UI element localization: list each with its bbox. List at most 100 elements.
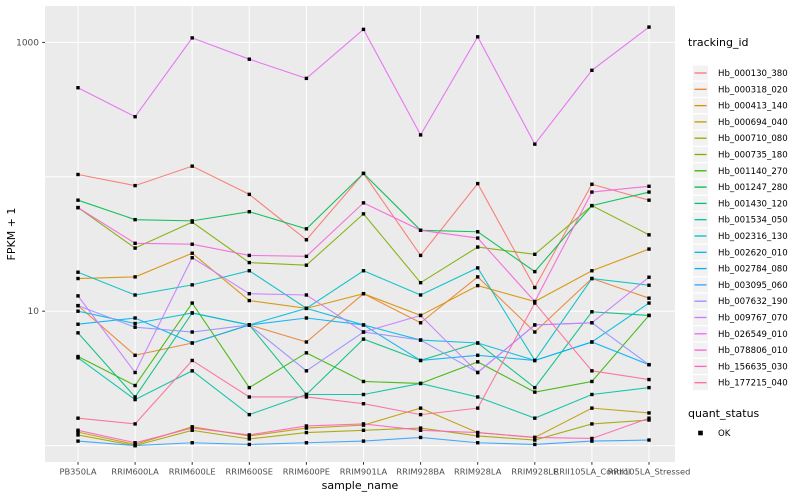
- data-point: [647, 275, 651, 279]
- x-tick-label: RRIM600LE: [169, 467, 216, 477]
- data-point: [304, 369, 309, 373]
- data-point: [76, 416, 80, 420]
- data-point: [247, 395, 251, 399]
- data-point: [133, 293, 137, 297]
- y-tick-label: 1000: [16, 38, 39, 48]
- data-point: [76, 303, 80, 308]
- data-point: [304, 293, 309, 297]
- data-point: [418, 313, 423, 318]
- data-point: [418, 280, 423, 285]
- data-point: [476, 370, 480, 375]
- data-point: [133, 353, 137, 357]
- data-point: [76, 309, 80, 313]
- data-point: [304, 316, 309, 320]
- data-point: [133, 383, 137, 388]
- data-point: [647, 25, 651, 29]
- legend-item-label: Hb_003095_060: [718, 281, 788, 291]
- legend-item-label: Hb_000710_080: [718, 134, 788, 144]
- legend-title-quant-status: quant_status: [688, 407, 760, 420]
- data-point: [133, 395, 137, 399]
- data-point: [190, 283, 194, 287]
- data-point: [533, 252, 537, 257]
- data-point: [76, 433, 80, 437]
- data-point: [476, 341, 480, 345]
- data-point: [533, 435, 537, 440]
- data-point: [133, 321, 137, 326]
- y-axis-title: FPKM + 1: [5, 208, 18, 261]
- data-point: [361, 212, 366, 216]
- data-point: [590, 369, 594, 373]
- data-point: [647, 301, 651, 305]
- data-point: [418, 381, 423, 386]
- x-tick-label: RRIM928LA: [454, 467, 502, 477]
- data-point: [590, 379, 594, 384]
- data-point: [76, 86, 80, 90]
- data-point: [361, 439, 366, 443]
- data-point: [647, 411, 651, 415]
- data-point: [304, 430, 309, 435]
- data-point: [590, 321, 594, 325]
- data-point: [590, 340, 594, 344]
- data-point: [533, 442, 537, 447]
- data-point: [590, 422, 594, 426]
- data-point: [361, 337, 366, 341]
- data-point: [304, 395, 309, 399]
- plot-panel: [45, 6, 675, 462]
- legend-item-label: Hb_002784_080: [718, 265, 788, 275]
- data-point: [590, 310, 594, 314]
- data-point: [304, 227, 309, 231]
- data-point: [647, 416, 651, 420]
- x-axis-title: sample_name: [322, 479, 399, 492]
- data-point: [418, 426, 423, 430]
- data-point: [133, 246, 137, 250]
- data-point: [533, 301, 537, 305]
- data-point: [533, 438, 537, 442]
- data-point: [418, 321, 423, 325]
- data-point: [418, 435, 423, 440]
- data-point: [590, 182, 594, 186]
- data-point: [133, 275, 137, 279]
- data-point: [247, 412, 251, 417]
- data-point: [304, 351, 309, 355]
- data-point: [133, 397, 137, 402]
- data-point: [476, 430, 480, 435]
- data-point: [361, 402, 366, 406]
- data-point: [190, 441, 194, 445]
- x-tick-label: RRII105LA_Control: [553, 467, 630, 477]
- data-point: [476, 230, 480, 234]
- legend-item-label: Hb_177215_040: [718, 379, 788, 389]
- data-point: [190, 428, 194, 432]
- data-point: [247, 260, 251, 265]
- data-point: [247, 269, 251, 273]
- data-point: [247, 442, 251, 447]
- data-point: [247, 209, 251, 214]
- data-point: [190, 164, 194, 168]
- data-point: [418, 406, 423, 410]
- data-point: [133, 217, 137, 222]
- data-point: [418, 133, 423, 137]
- legend-item-label: Hb_002316_130: [718, 232, 788, 242]
- data-point: [590, 276, 594, 281]
- y-tick-label: 10: [28, 307, 40, 317]
- data-point: [361, 171, 366, 176]
- data-point: [590, 406, 594, 410]
- x-tick-label: RRIM928BA: [396, 467, 445, 477]
- data-point: [590, 269, 594, 273]
- data-point: [476, 236, 480, 240]
- data-point: [647, 198, 651, 202]
- data-point: [361, 428, 366, 432]
- data-point: [476, 266, 480, 270]
- data-point: [190, 219, 194, 223]
- data-point: [476, 353, 480, 357]
- data-point: [590, 436, 594, 441]
- legend-item-label: Hb_001140_270: [718, 167, 788, 177]
- data-point: [247, 323, 251, 327]
- data-point: [190, 311, 194, 315]
- data-point: [304, 426, 309, 430]
- data-point: [476, 35, 480, 39]
- legend-item-label: Hb_078806_010: [718, 346, 788, 356]
- data-point: [590, 68, 594, 73]
- data-point: [418, 228, 423, 232]
